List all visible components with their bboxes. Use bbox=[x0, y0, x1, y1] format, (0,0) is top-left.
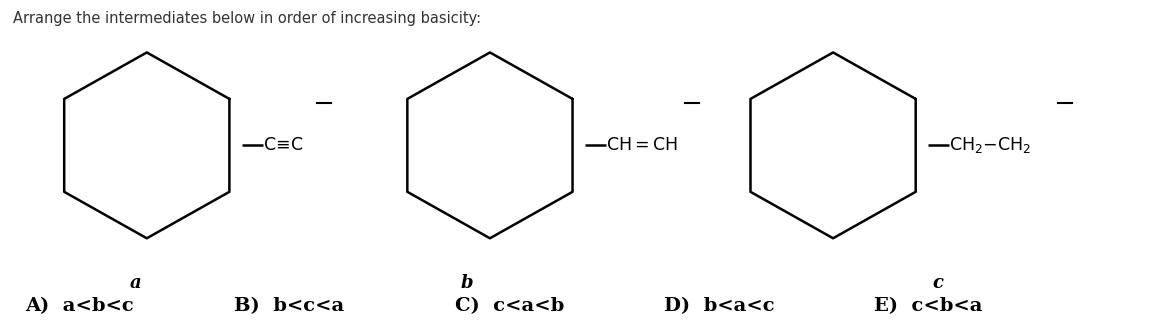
Text: E)  c<b<a: E) c<b<a bbox=[873, 298, 982, 315]
Text: c: c bbox=[933, 274, 943, 292]
Text: a: a bbox=[129, 274, 141, 292]
Text: $\mathsf{CH{=}CH}$: $\mathsf{CH{=}CH}$ bbox=[606, 136, 679, 154]
Text: C)  c<a<b: C) c<a<b bbox=[455, 298, 564, 315]
Text: $\mathsf{C{\!\equiv\!}C}$: $\mathsf{C{\!\equiv\!}C}$ bbox=[264, 136, 304, 154]
Text: b: b bbox=[461, 274, 473, 292]
Text: Arrange the intermediates below in order of increasing basicity:: Arrange the intermediates below in order… bbox=[13, 11, 482, 26]
Text: $\mathsf{CH_2{-}CH_2}$: $\mathsf{CH_2{-}CH_2}$ bbox=[949, 135, 1032, 155]
Text: B)  b<c<a: B) b<c<a bbox=[234, 298, 344, 315]
Text: D)  b<a<c: D) b<a<c bbox=[665, 298, 775, 315]
Text: A)  a<b<c: A) a<b<c bbox=[24, 298, 133, 315]
